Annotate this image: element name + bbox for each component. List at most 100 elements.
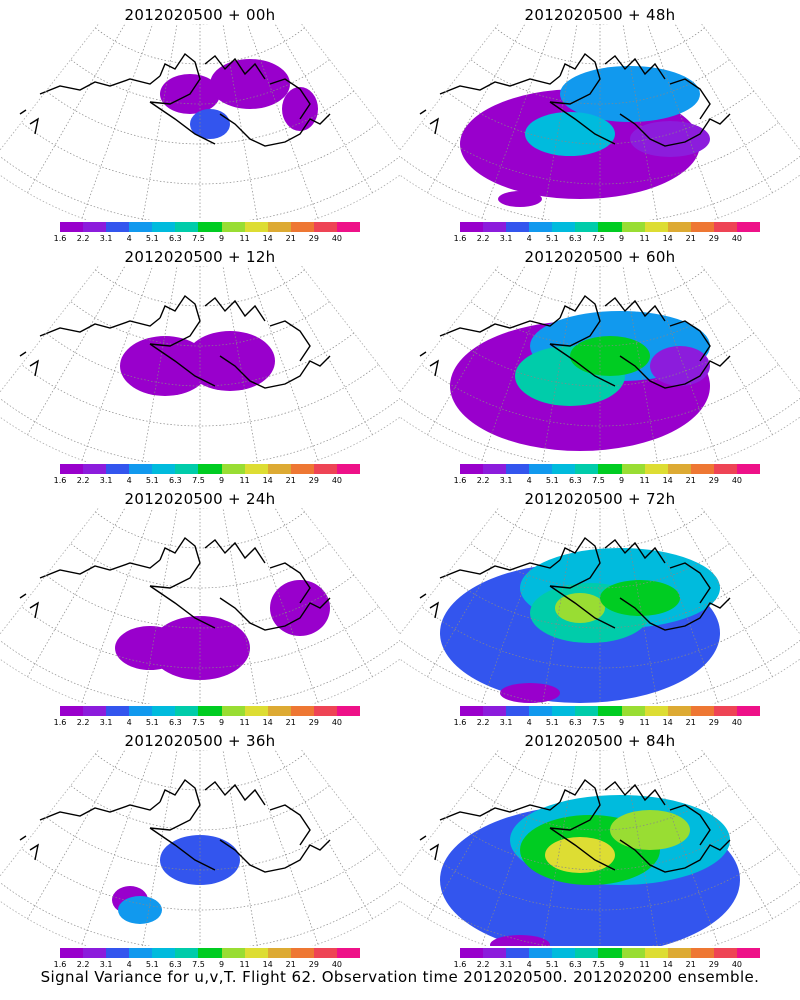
colorbar-swatch <box>83 948 107 958</box>
colorbar-tick-label: 3.1 <box>99 960 113 969</box>
colorbar-swatch <box>336 706 361 716</box>
colorbar-tick-label: 6.3 <box>569 234 582 243</box>
colorbar <box>460 706 761 716</box>
polar-map <box>0 508 400 704</box>
colorbar-swatch <box>460 464 484 474</box>
colorbar-tick-label: 14 <box>262 476 273 485</box>
colorbar-swatch <box>198 706 222 716</box>
colorbar-swatch <box>713 222 737 232</box>
colorbar-swatch <box>221 222 245 232</box>
variance-contour <box>610 810 690 850</box>
panel-title: 2012020500 + 84h <box>524 732 676 750</box>
coastline <box>419 294 731 389</box>
colorbar-swatch <box>83 222 107 232</box>
colorbar-swatch <box>598 706 622 716</box>
variance-contour <box>490 935 550 946</box>
colorbar-tick-label: 4 <box>526 476 532 485</box>
graticule <box>0 508 400 704</box>
colorbar-tick-label: 29 <box>308 234 319 243</box>
colorbar-swatch <box>552 222 576 232</box>
colorbar-swatch <box>506 706 530 716</box>
map-panel: 2012020500 + 00h 1.6 2.2 3.1 4 5.1 6.3 7.5 9 11 14… <box>0 0 400 243</box>
colorbar-swatch <box>244 948 268 958</box>
polar-map <box>400 266 800 462</box>
colorbar-tick-label: 29 <box>708 960 719 969</box>
colorbar-swatch <box>552 464 576 474</box>
colorbar-swatch <box>736 464 761 474</box>
colorbar-labels: 1.6 2.2 3.1 4 5.1 6.3 7.5 9 11 14 21 29 40 <box>54 960 360 970</box>
colorbar-swatch <box>575 464 599 474</box>
variance-contour <box>630 121 710 157</box>
colorbar-tick-label: 2.2 <box>476 960 490 969</box>
colorbar <box>60 948 361 958</box>
graticule <box>400 508 800 704</box>
colorbar-tick-label: 40 <box>731 234 743 243</box>
colorbar-tick-label: 11 <box>639 234 650 243</box>
colorbar-tick-label: 29 <box>308 718 319 727</box>
colorbar-swatch <box>336 464 361 474</box>
colorbar-tick-label: 9 <box>618 960 625 969</box>
colorbar-swatch <box>575 222 599 232</box>
colorbar-swatch <box>152 706 176 716</box>
colorbar-swatch <box>621 948 645 958</box>
map-panel: 2012020500 + 12h 1.6 2.2 3.1 4 5.1 6.3 7.5 9 11 14… <box>0 242 400 485</box>
variance-contour <box>210 59 290 109</box>
colorbar-swatch <box>129 222 153 232</box>
variance-contour <box>525 112 615 156</box>
colorbar-swatch <box>60 948 84 958</box>
polar-map <box>400 508 800 704</box>
colorbar-labels: 1.6 2.2 3.1 4 5.1 6.3 7.5 9 11 14 21 29 40 <box>454 960 760 970</box>
colorbar <box>60 464 361 474</box>
colorbar-swatch <box>175 222 199 232</box>
colorbar-tick-label: 21 <box>285 960 296 969</box>
colorbar-labels: 1.6 2.2 3.1 4 5.1 6.3 7.5 9 11 14 21 29 40 <box>454 476 760 486</box>
colorbar-swatch <box>106 222 130 232</box>
colorbar-tick-label: 5.1 <box>545 718 559 727</box>
colorbar-swatch <box>529 222 553 232</box>
colorbar-swatch <box>460 948 484 958</box>
colorbar-tick-label: 11 <box>239 960 250 969</box>
colorbar-tick-label: 5.1 <box>545 234 559 243</box>
colorbar-tick-label: 29 <box>308 960 319 969</box>
colorbar-swatch <box>267 222 291 232</box>
colorbar-tick-label: 40 <box>331 476 343 485</box>
colorbar-swatch <box>621 464 645 474</box>
colorbar-swatch <box>244 464 268 474</box>
colorbar-swatch <box>290 948 314 958</box>
map-panel: 2012020500 + 84h 1.6 2.2 3.1 4 5.1 6.3 7.5 9 11 14… <box>400 726 800 969</box>
colorbar-tick-label: 6.3 <box>169 476 182 485</box>
colorbar-swatch <box>83 464 107 474</box>
colorbar-labels: 1.6 2.2 3.1 4 5.1 6.3 7.5 9 11 14 21 29 40 <box>454 234 760 244</box>
colorbar-swatch <box>106 948 130 958</box>
graticule <box>0 24 400 220</box>
colorbar-swatch <box>336 948 361 958</box>
colorbar-tick-label: 1.6 <box>53 234 67 243</box>
colorbar-tick-label: 3.1 <box>499 234 513 243</box>
colorbar-tick-label: 4 <box>126 476 132 485</box>
colorbar-tick-label: 40 <box>331 718 343 727</box>
colorbar-swatch <box>60 464 84 474</box>
colorbar-tick-label: 1.6 <box>453 960 467 969</box>
colorbar <box>460 222 761 232</box>
colorbar-tick-label: 9 <box>218 476 225 485</box>
colorbar-tick-label: 14 <box>662 960 673 969</box>
colorbar-tick-label: 14 <box>262 234 273 243</box>
colorbar-tick-label: 21 <box>685 718 696 727</box>
variance-contour <box>545 837 615 873</box>
variance-contour <box>600 580 680 616</box>
colorbar-tick-label: 40 <box>331 960 343 969</box>
variance-contour <box>270 580 330 636</box>
coastline <box>19 294 331 389</box>
map-panel: 2012020500 + 24h 1.6 2.2 3.1 4 5.1 6.3 7.5 9 11 14… <box>0 484 400 727</box>
colorbar-swatch <box>736 706 761 716</box>
map-panel: 2012020500 + 36h 1.6 2.2 3.1 4 5.1 6.3 7.5 9 11 14… <box>0 726 400 969</box>
colorbar-tick-label: 21 <box>685 234 696 243</box>
colorbar-swatch <box>60 222 84 232</box>
variance-contour <box>282 87 318 131</box>
colorbar-tick-label: 6.3 <box>169 718 182 727</box>
colorbar-tick-label: 7.5 <box>592 960 605 969</box>
map-panel: 2012020500 + 60h 1.6 2.2 3.1 4 5.1 6.3 7.5 9 11 14… <box>400 242 800 485</box>
colorbar-tick-label: 4 <box>526 718 532 727</box>
colorbar-swatch <box>83 706 107 716</box>
colorbar-swatch <box>575 948 599 958</box>
